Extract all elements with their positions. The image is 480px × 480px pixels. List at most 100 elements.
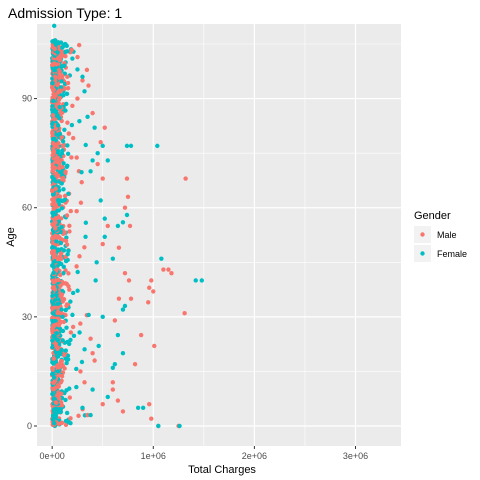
point-female <box>122 303 128 309</box>
point-male <box>115 398 121 403</box>
point-female <box>65 49 70 54</box>
point <box>50 98 56 104</box>
point <box>58 229 64 235</box>
point <box>56 198 61 203</box>
legend-label-male: Male <box>437 230 457 240</box>
point <box>79 359 85 365</box>
point <box>57 165 62 171</box>
point <box>67 395 73 400</box>
point <box>61 264 66 269</box>
point-female <box>105 158 110 163</box>
x-axis-title: Total Charges <box>188 464 256 476</box>
point <box>53 415 58 420</box>
point <box>63 238 69 243</box>
point <box>56 149 61 154</box>
point-male <box>75 96 80 101</box>
point-female <box>75 67 80 72</box>
point-male <box>65 74 70 79</box>
point <box>57 75 62 81</box>
point <box>62 230 67 235</box>
point <box>63 169 68 174</box>
point <box>55 346 60 352</box>
point <box>51 334 57 339</box>
point <box>60 299 66 304</box>
point <box>65 353 71 358</box>
point-female <box>93 278 98 283</box>
point <box>57 364 63 370</box>
point <box>59 307 64 312</box>
point-male <box>70 103 75 109</box>
point <box>59 347 64 353</box>
point <box>70 312 75 318</box>
point-female <box>85 114 90 119</box>
point-female <box>120 220 126 225</box>
point-female <box>135 405 141 411</box>
point <box>74 384 79 390</box>
point-male <box>183 176 188 181</box>
point <box>50 371 55 377</box>
point-female <box>124 212 130 218</box>
point <box>62 352 67 358</box>
point-male <box>92 358 97 363</box>
point <box>75 54 80 60</box>
point-male <box>90 351 95 356</box>
point <box>50 240 56 245</box>
point <box>50 103 55 109</box>
x-tick-label: 1e+06 <box>141 451 166 461</box>
point <box>54 62 59 67</box>
point-female <box>62 63 67 69</box>
point <box>58 240 64 246</box>
point-male <box>128 296 134 301</box>
point <box>65 80 71 86</box>
data-points <box>49 23 205 429</box>
point <box>53 220 58 225</box>
point <box>64 388 69 393</box>
point <box>58 319 63 324</box>
point <box>50 130 55 135</box>
point <box>55 369 61 374</box>
point <box>60 288 65 294</box>
point <box>51 199 57 205</box>
point <box>74 366 79 372</box>
point <box>64 235 69 240</box>
point <box>55 155 60 160</box>
point <box>51 176 57 182</box>
point <box>68 208 73 214</box>
point <box>53 186 58 192</box>
point <box>52 421 57 426</box>
point <box>78 200 84 205</box>
point <box>77 118 82 124</box>
point <box>54 331 59 336</box>
point-female <box>60 45 65 50</box>
point-male <box>147 285 152 290</box>
point <box>59 181 64 186</box>
dense-point-cloud <box>49 38 91 429</box>
point-female <box>51 23 57 29</box>
point-female <box>110 256 116 261</box>
point-female <box>95 150 100 156</box>
point <box>54 354 60 359</box>
point <box>62 127 67 133</box>
point <box>59 358 64 364</box>
point-female <box>88 169 93 174</box>
point-female <box>94 260 99 265</box>
point <box>50 318 55 324</box>
point <box>50 235 56 241</box>
point <box>51 356 56 361</box>
point-female <box>120 307 126 312</box>
point <box>51 361 56 366</box>
point-female <box>155 143 160 149</box>
point <box>64 213 70 218</box>
point <box>56 247 62 253</box>
point <box>66 191 71 197</box>
point <box>64 325 69 330</box>
point-female <box>100 314 105 320</box>
point <box>83 220 89 225</box>
point <box>50 121 55 127</box>
point-male <box>120 409 126 414</box>
point <box>58 272 63 278</box>
point <box>57 131 63 137</box>
point-male <box>127 223 133 229</box>
point-female <box>70 56 75 61</box>
point-male <box>161 267 166 272</box>
